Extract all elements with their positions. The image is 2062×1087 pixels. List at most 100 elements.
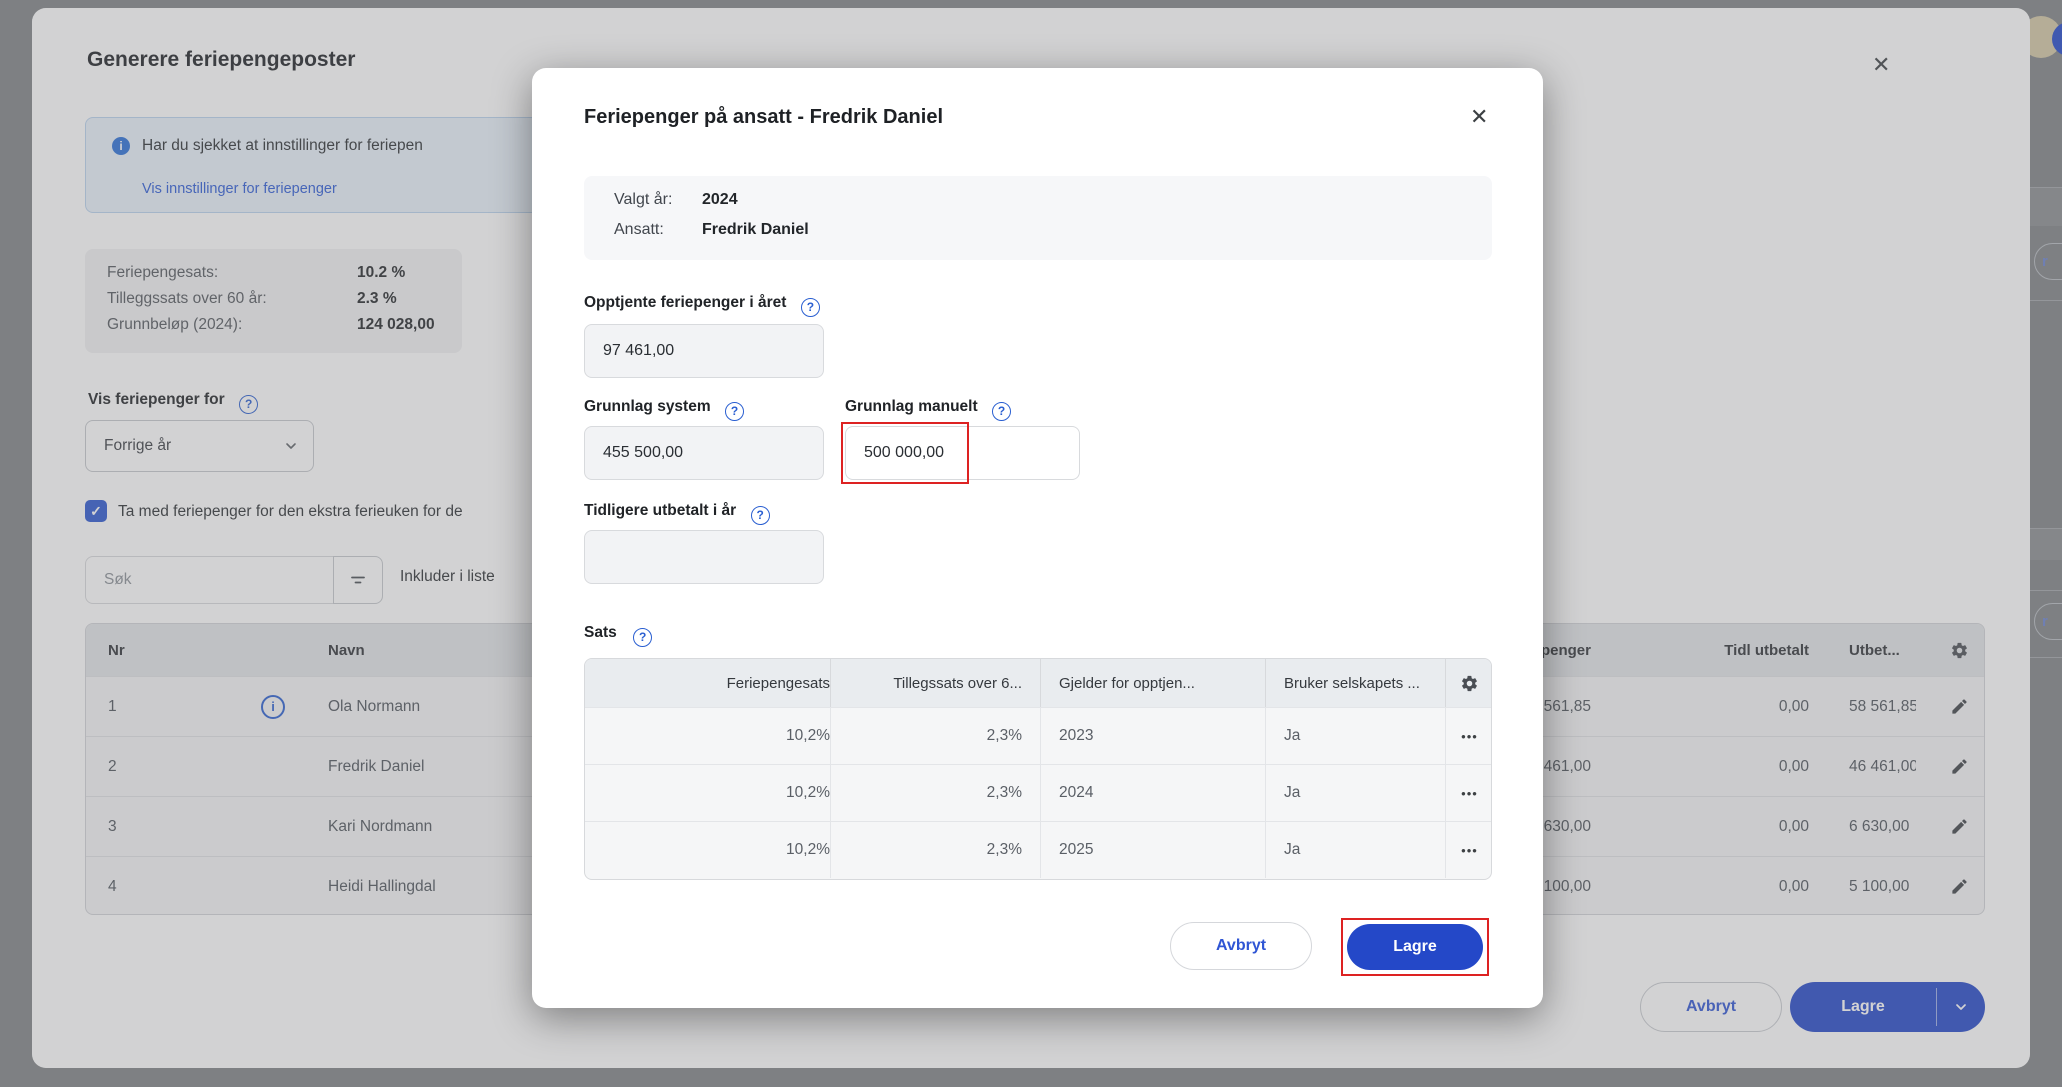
page-edge-button-generer[interactable]: r: [2034, 243, 2062, 280]
gear-icon: [1951, 642, 1967, 658]
cell-tillegg: 2,3%: [830, 765, 1040, 821]
selected-year-label: Valgt år:: [614, 191, 673, 208]
extra-week-checkbox[interactable]: ✓: [85, 500, 107, 522]
cell-sats: 10,2%: [786, 841, 830, 858]
filter-button[interactable]: [333, 556, 383, 604]
summary-label: Tilleggssats over 60 år:: [107, 290, 267, 307]
row-more-button[interactable]: •••: [1445, 822, 1491, 878]
previously-paid-input[interactable]: [584, 530, 824, 584]
col-header-utbetales[interactable]: Utbet...: [1849, 641, 1900, 659]
cell-bruker: Ja: [1265, 822, 1445, 878]
page-edge-band: [2030, 188, 2062, 226]
row-edit-button[interactable]: [1941, 677, 1977, 736]
page-edge-divider: [2030, 657, 2062, 658]
cell-tillegg: 2,3%: [830, 708, 1040, 764]
row-more-button[interactable]: •••: [1445, 708, 1491, 764]
rates-row[interactable]: 10,2% 2,3% 2023 Ja •••: [585, 707, 1491, 764]
help-icon[interactable]: ?: [750, 505, 770, 525]
row-edit-button[interactable]: [1941, 797, 1977, 856]
col-header-feriepengesats[interactable]: Feriepengesats: [726, 674, 830, 692]
cell-utbet: 5 100,00: [1849, 877, 1910, 895]
cell-sats: 10,2%: [786, 784, 830, 801]
cell-nr: 4: [108, 877, 117, 895]
save-split-button[interactable]: Lagre: [1790, 982, 1985, 1032]
banner-settings-link[interactable]: Vis innstillinger for feriepenger: [142, 181, 337, 197]
col-header-tidl-utbetalt[interactable]: Tidl utbetalt: [1724, 641, 1809, 659]
col-header-gjelder[interactable]: Gjelder for opptjen...: [1040, 659, 1265, 707]
selected-year-value: 2024: [702, 191, 738, 208]
row-edit-button[interactable]: [1941, 737, 1977, 796]
chevron-down-icon: [286, 443, 296, 449]
cell-nr: 2: [108, 757, 117, 775]
cell-feriepenger: 5 100,00: [1530, 877, 1591, 895]
help-icon[interactable]: ?: [992, 401, 1012, 421]
col-header-tillegssats[interactable]: Tillegssats over 6...: [830, 659, 1040, 707]
cell-feriepenger: 6 630,00: [1530, 817, 1591, 835]
earned-input[interactable]: [584, 324, 824, 378]
row-info-icon[interactable]: i: [261, 694, 285, 719]
rates-row[interactable]: 10,2% 2,3% 2024 Ja •••: [585, 764, 1491, 821]
rates-row[interactable]: 10,2% 2,3% 2025 Ja •••: [585, 821, 1491, 878]
year-select-value: Forrige år: [104, 437, 172, 454]
row-more-button[interactable]: •••: [1445, 765, 1491, 821]
rates-table: Feriepengesats Tillegssats over 6... Gje…: [584, 658, 1492, 880]
save-dropdown-button[interactable]: [1936, 982, 1985, 1032]
cell-aar: 2025: [1040, 822, 1265, 878]
help-icon[interactable]: ?: [725, 401, 745, 421]
col-header-nr[interactable]: Nr: [108, 641, 125, 659]
edge-button-label: r: [2042, 253, 2048, 270]
cancel-button[interactable]: Avbryt: [1170, 922, 1312, 970]
col-header-bruker[interactable]: Bruker selskapets ...: [1265, 659, 1445, 707]
year-select[interactable]: Forrige år: [85, 420, 314, 472]
save-button[interactable]: Lagre: [1347, 924, 1483, 970]
summary-value: 10.2 %: [357, 264, 406, 281]
rates-label: Sats: [584, 624, 617, 641]
summary-label: Feriepengesats:: [107, 264, 219, 281]
banner-text: Har du sjekket at innstillinger for feri…: [142, 137, 423, 154]
rates-summary-block: Feriepengesats: 10.2 % Tilleggssats over…: [85, 249, 462, 353]
cell-bruker: Ja: [1265, 708, 1445, 764]
close-icon[interactable]: ✕: [1470, 104, 1489, 129]
dialog-title: Generere feriepengeposter: [87, 48, 356, 71]
edge-button-label: r: [2042, 613, 2048, 630]
filter-icon: [351, 576, 365, 584]
pencil-icon: [1951, 819, 1967, 834]
help-icon[interactable]: ?: [239, 394, 259, 414]
save-button-label: Lagre: [1841, 998, 1885, 1015]
employee-label: Ansatt:: [614, 221, 664, 238]
page-edge-button-generer[interactable]: r: [2034, 603, 2062, 640]
cell-navn: Heidi Hallingdal: [328, 877, 436, 895]
cell-tidl: 0,00: [1778, 817, 1809, 835]
help-icon[interactable]: ?: [800, 297, 820, 317]
close-icon[interactable]: ✕: [1872, 52, 1891, 77]
basis-system-label: Grunnlag system: [584, 398, 711, 415]
cell-utbet: 58 561,85: [1849, 697, 1916, 715]
search-input[interactable]: [85, 556, 334, 604]
cell-navn: Kari Nordmann: [328, 817, 433, 835]
rates-table-header: Feriepengesats Tillegssats over 6... Gje…: [585, 659, 1491, 707]
rates-table-settings-button[interactable]: [1445, 659, 1491, 707]
cell-aar: 2023: [1040, 708, 1265, 764]
page-edge-divider: [2030, 300, 2062, 301]
pencil-icon: [1951, 759, 1967, 774]
basis-manual-input[interactable]: [845, 426, 1080, 480]
help-icon[interactable]: ?: [633, 627, 653, 647]
row-edit-button[interactable]: [1941, 857, 1977, 914]
summary-label: Grunnbeløp (2024):: [107, 316, 243, 333]
cell-tidl: 0,00: [1778, 877, 1809, 895]
split-divider: [1936, 988, 1937, 1026]
pencil-icon: [1951, 879, 1967, 894]
col-header-navn[interactable]: Navn: [328, 641, 365, 659]
cell-navn: Ola Normann: [328, 697, 421, 715]
page-edge-divider: [2030, 590, 2062, 591]
info-icon: i: [112, 137, 130, 155]
cell-bruker: Ja: [1265, 765, 1445, 821]
summary-value: 2.3 %: [357, 290, 397, 307]
basis-system-input[interactable]: [584, 426, 824, 480]
summary-value: 124 028,00: [357, 316, 435, 333]
cancel-button[interactable]: Avbryt: [1640, 982, 1782, 1032]
cell-utbet: 6 630,00: [1849, 817, 1910, 835]
table-settings-button[interactable]: [1941, 624, 1977, 676]
extra-week-checkbox-label: Ta med feriepenger for den ekstra ferieu…: [118, 503, 463, 520]
cell-navn: Fredrik Daniel: [328, 757, 425, 775]
